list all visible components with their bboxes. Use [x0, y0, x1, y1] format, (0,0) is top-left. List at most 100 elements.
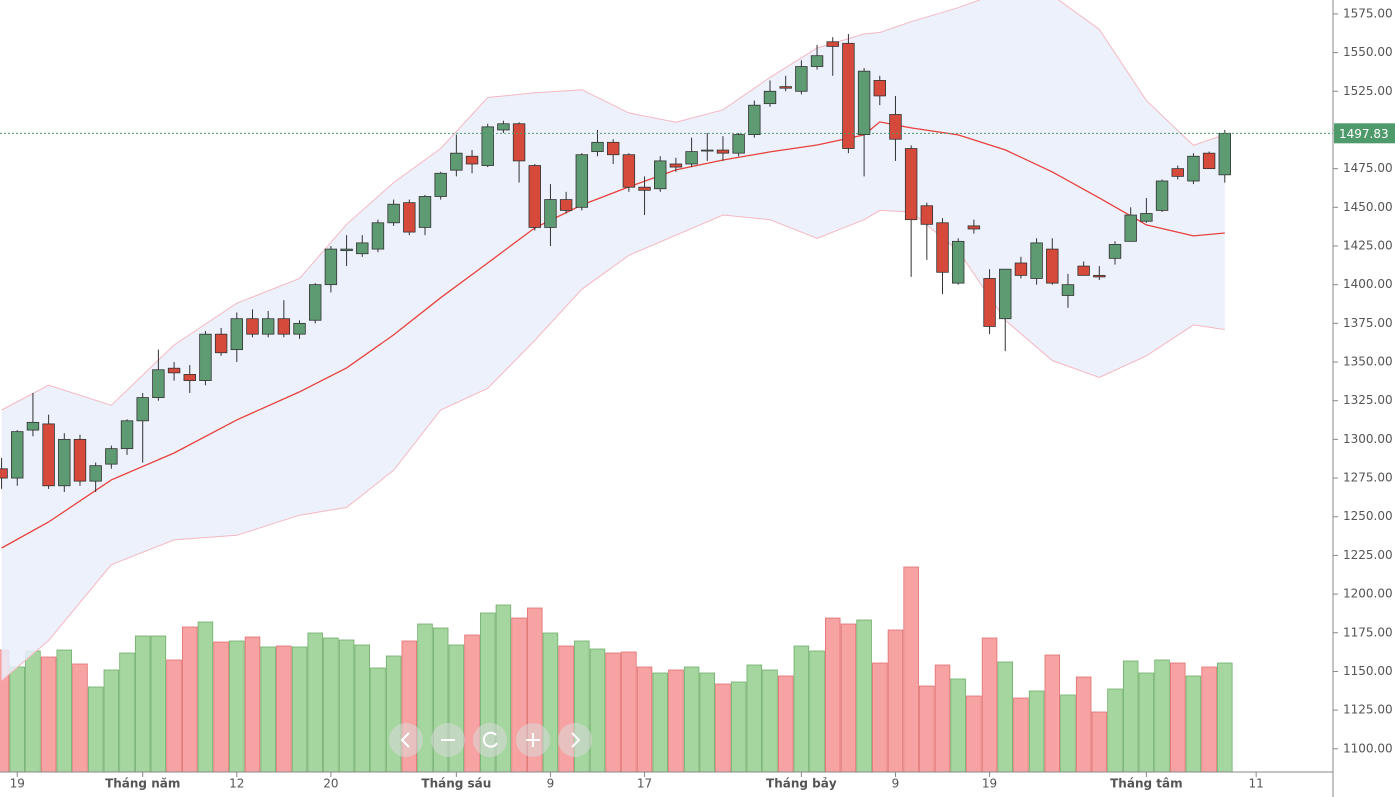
navigation: [389, 723, 592, 757]
volume-bar: [464, 634, 480, 772]
candle-body: [1171, 168, 1184, 177]
volume-bar: [0, 649, 10, 772]
candle-body: [528, 165, 541, 228]
candle-body: [356, 242, 369, 255]
candle-body: [920, 205, 934, 225]
candle-body: [418, 196, 432, 228]
volume-bar: [715, 683, 731, 772]
volume-bar: [1028, 690, 1045, 772]
zoom-in-button[interactable]: [516, 723, 550, 757]
candle-body: [11, 431, 24, 479]
volume-bar: [950, 678, 966, 772]
candle-body: [0, 468, 8, 479]
volume-bar: [668, 669, 684, 772]
candle-body: [58, 438, 71, 487]
y-tick-label: 1575.00: [1343, 6, 1393, 20]
x-tick-label: 9: [547, 777, 555, 791]
candle-body: [606, 141, 620, 156]
candle-body: [575, 154, 589, 208]
candle-body: [857, 70, 871, 135]
volume-bar: [119, 652, 135, 772]
candle-body: [293, 322, 306, 335]
x-tick-label: Tháng sáu: [421, 777, 491, 791]
candle-body: [622, 154, 636, 188]
volume-bar: [40, 656, 57, 772]
candle-body: [685, 151, 698, 165]
band-fill: [1, 0, 1225, 681]
y-tick-label: 1400.00: [1343, 277, 1393, 291]
volume-bar: [1185, 675, 1202, 772]
scroll-right-button[interactable]: [558, 723, 592, 757]
zoom-out-button[interactable]: [431, 723, 465, 757]
scroll-left-button[interactable]: [389, 723, 423, 757]
volume-bar: [354, 644, 371, 772]
y-tick-label: 1175.00: [1343, 625, 1393, 639]
candle-body: [591, 141, 604, 153]
candle-body: [136, 397, 149, 422]
candle-body: [230, 318, 244, 351]
y-tick-label: 1450.00: [1343, 200, 1393, 214]
volume-bar: [824, 617, 841, 772]
candle-body: [748, 104, 761, 135]
volume-bar: [1217, 662, 1233, 772]
volume-bar: [370, 667, 386, 772]
candle-body: [779, 86, 792, 89]
volume-bar: [166, 659, 182, 772]
x-tick-label: Tháng bảy: [766, 777, 837, 791]
candle-body: [120, 420, 134, 450]
candle-body: [309, 284, 322, 321]
volume-bar: [291, 646, 308, 772]
reset-button[interactable]: [473, 723, 507, 757]
volume-bar: [683, 666, 700, 772]
candle-body: [1108, 244, 1122, 259]
candle-body: [387, 203, 400, 224]
candle-body: [1014, 262, 1028, 276]
volume-bar: [636, 666, 653, 772]
y-tick-label: 1100.00: [1343, 741, 1393, 755]
volume-bar: [1044, 654, 1061, 772]
candle-body: [1061, 284, 1075, 296]
candle-body: [983, 278, 996, 327]
candle-body: [669, 163, 683, 168]
candle-body: [999, 268, 1012, 320]
volume-bar: [276, 645, 292, 772]
volume-bar: [323, 637, 339, 772]
candle-body: [544, 199, 557, 228]
volume-bar: [872, 662, 888, 772]
volume-bar: [9, 666, 25, 772]
volume-bar: [981, 637, 998, 772]
candle-body: [1202, 152, 1216, 170]
y-tick-label: 1150.00: [1343, 664, 1393, 678]
candle-body: [403, 202, 416, 233]
y-tick-label: 1225.00: [1343, 548, 1393, 562]
candle-body: [214, 333, 228, 354]
volume-bar: [25, 650, 41, 772]
volume-bar: [182, 626, 198, 772]
candle-body: [873, 80, 886, 97]
volume-bar: [1138, 672, 1155, 772]
volume-bar: [244, 636, 261, 772]
volume-bar: [746, 664, 763, 772]
candle-body: [826, 41, 839, 47]
volume-bar: [1170, 662, 1186, 772]
volume-bar: [213, 641, 229, 772]
candle-body: [434, 172, 447, 197]
x-tick-label: 19: [982, 777, 997, 791]
candle-body: [261, 318, 275, 335]
volume-bar: [1107, 688, 1123, 772]
volume-bar: [934, 664, 951, 772]
volume-bar: [338, 639, 355, 772]
volume-bar: [903, 566, 919, 772]
volume-bar: [1060, 694, 1076, 772]
candle-body: [842, 42, 855, 149]
x-tick-label: 9: [892, 777, 900, 791]
candle-body: [167, 367, 181, 374]
y-tick-label: 1125.00: [1343, 703, 1393, 717]
x-tick-label: Tháng năm: [105, 777, 180, 791]
volume-bar: [699, 672, 716, 772]
candle-body: [732, 134, 745, 154]
candle-body: [936, 222, 949, 273]
candle-body: [481, 126, 494, 166]
volume-bar: [1013, 697, 1029, 772]
